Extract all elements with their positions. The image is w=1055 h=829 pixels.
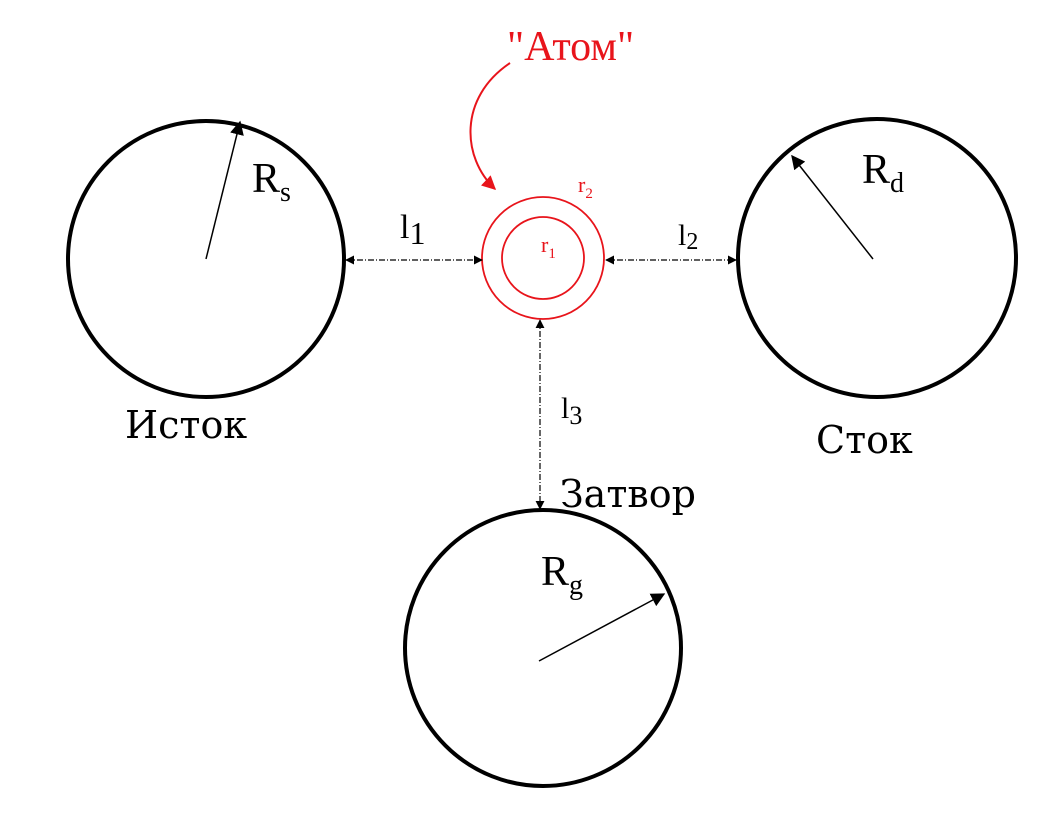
drain-electrode: Rd Сток	[736, 117, 1018, 462]
gate-radius-arrow	[538, 593, 666, 662]
source-circle	[66, 119, 346, 399]
drain-radius-arrow	[791, 154, 874, 260]
atom-r2-label: r2	[578, 172, 593, 202]
gate-radius-label: Rg	[541, 549, 583, 601]
distance-l1: l1	[345, 209, 483, 265]
distance-l3: l3	[535, 319, 582, 510]
distance-l3-label: l3	[561, 392, 582, 430]
gate-circle	[403, 508, 683, 788]
atom-outer-circle	[481, 196, 605, 320]
distance-l2: l2	[605, 219, 737, 265]
drain-radius-label: Rd	[862, 147, 904, 199]
atom: "Атом" r2 r1	[469, 24, 634, 320]
distance-l2-label: l2	[678, 219, 698, 255]
gate-electrode: Rg Затвор	[403, 472, 696, 788]
atom-title: "Атом"	[507, 24, 634, 70]
atom-pointer-arrow	[469, 62, 511, 190]
source-caption: Исток	[125, 403, 247, 447]
source-electrode: Rs Исток	[66, 119, 346, 447]
gate-caption: Затвор	[560, 472, 696, 516]
atom-inner-circle	[501, 216, 585, 300]
distance-l1-label: l1	[400, 209, 425, 251]
drain-circle	[736, 117, 1018, 399]
atom-r1-label: r1	[541, 232, 556, 262]
drain-caption: Сток	[816, 418, 913, 462]
source-radius-label: Rs	[252, 156, 291, 208]
source-radius-arrow	[205, 120, 244, 260]
